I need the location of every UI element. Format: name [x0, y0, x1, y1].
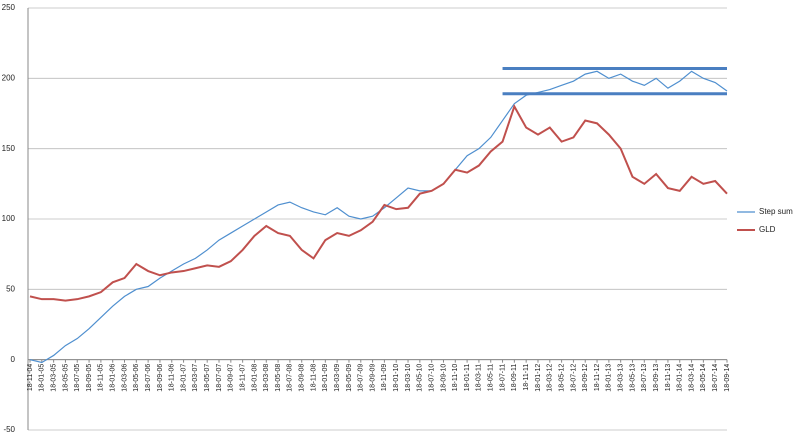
x-tick-label: 18-03-09	[334, 364, 341, 392]
x-tick-label: 18-07-06	[145, 364, 152, 392]
x-tick-label: 18-05-05	[62, 364, 69, 392]
x-tick-label: 18-11-12	[594, 364, 601, 392]
x-tick-label: 18-05-06	[133, 364, 140, 392]
x-tick-label: 18-07-11	[499, 364, 506, 392]
x-tick-label: 18-05-10	[417, 364, 424, 392]
x-tick-label: 18-09-10	[440, 364, 447, 392]
legend-label: GLD	[759, 225, 776, 234]
x-tick-label: 18-09-13	[653, 364, 660, 392]
x-tick-label: 18-01-09	[322, 364, 329, 392]
x-tick-label: 18-11-11	[523, 364, 530, 391]
x-tick-label: 18-01-10	[393, 364, 400, 392]
x-tick-label: 18-07-12	[570, 364, 577, 392]
y-tick-label: 50	[6, 284, 15, 293]
y-tick-label: 250	[2, 3, 16, 12]
x-tick-label: 18-05-12	[558, 364, 565, 392]
series-line	[29, 104, 728, 302]
x-tick-label: 18-03-10	[405, 364, 412, 392]
x-tick-label: 18-03-05	[50, 364, 57, 392]
y-tick-label: 150	[2, 144, 16, 153]
x-tick-label: 18-03-07	[192, 364, 199, 392]
x-tick-label: 18-11-07	[239, 364, 246, 392]
x-tick-label: 18-01-11	[464, 364, 471, 392]
x-tick-label: 18-05-14	[700, 364, 707, 392]
x-tick-label: 18-03-12	[547, 364, 554, 392]
x-tick-label: 18-07-08	[287, 364, 294, 392]
x-tick-label: 18-01-14	[677, 364, 684, 392]
x-tick-label: 18-03-11	[476, 364, 483, 392]
x-tick-label: 18-11-13	[665, 364, 672, 392]
x-tick-label: 18-11-04	[27, 364, 34, 392]
x-tick-label: 18-01-07	[180, 364, 187, 392]
series-line	[29, 70, 728, 364]
x-tick-label: 18-01-12	[535, 364, 542, 392]
y-tick-label: -50	[3, 425, 15, 434]
x-tick-label: 18-09-12	[582, 364, 589, 392]
y-tick-label: 200	[2, 73, 16, 82]
x-tick-label: 18-11-05	[98, 364, 105, 392]
x-tick-label: 18-07-10	[429, 364, 436, 392]
x-tick-label: 18-11-08	[310, 364, 317, 392]
x-tick-label: 18-05-07	[204, 364, 211, 392]
x-tick-label: 18-05-11	[488, 364, 495, 392]
x-tick-label: 18-07-13	[641, 364, 648, 392]
x-tick-label: 18-11-10	[452, 364, 459, 392]
x-tick-label: 18-01-06	[110, 364, 117, 392]
x-tick-label: 18-05-08	[275, 364, 282, 392]
x-tick-label: 18-09-11	[511, 364, 518, 392]
x-tick-label: 18-11-09	[381, 364, 388, 392]
x-tick-label: 18-07-05	[74, 364, 81, 392]
x-tick-label: 18-09-09	[369, 364, 376, 392]
x-tick-label: 18-09-14	[724, 364, 731, 392]
x-tick-label: 18-09-08	[299, 364, 306, 392]
x-tick-label: 18-01-08	[251, 364, 258, 392]
x-tick-label: 18-07-14	[712, 364, 719, 392]
x-tick-label: 18-01-13	[606, 364, 613, 392]
x-tick-label: 18-03-06	[121, 364, 128, 392]
x-tick-label: 18-11-06	[169, 364, 176, 392]
y-tick-label: 0	[11, 355, 16, 364]
x-tick-label: 18-09-05	[86, 364, 93, 392]
x-tick-label: 18-05-09	[346, 364, 353, 392]
x-tick-label: 18-07-09	[358, 364, 365, 392]
x-tick-label: 18-07-07	[216, 364, 223, 392]
x-tick-label: 18-03-14	[688, 364, 695, 392]
legend-label: Step sum	[759, 207, 793, 216]
x-tick-label: 18-01-05	[39, 364, 46, 392]
x-tick-label: 18-09-07	[228, 364, 235, 392]
x-tick-label: 18-03-08	[263, 364, 270, 392]
x-tick-label: 18-09-06	[157, 364, 164, 392]
y-tick-label: 100	[2, 214, 16, 223]
x-tick-label: 18-03-13	[618, 364, 625, 392]
x-tick-label: 18-05-13	[629, 364, 636, 392]
